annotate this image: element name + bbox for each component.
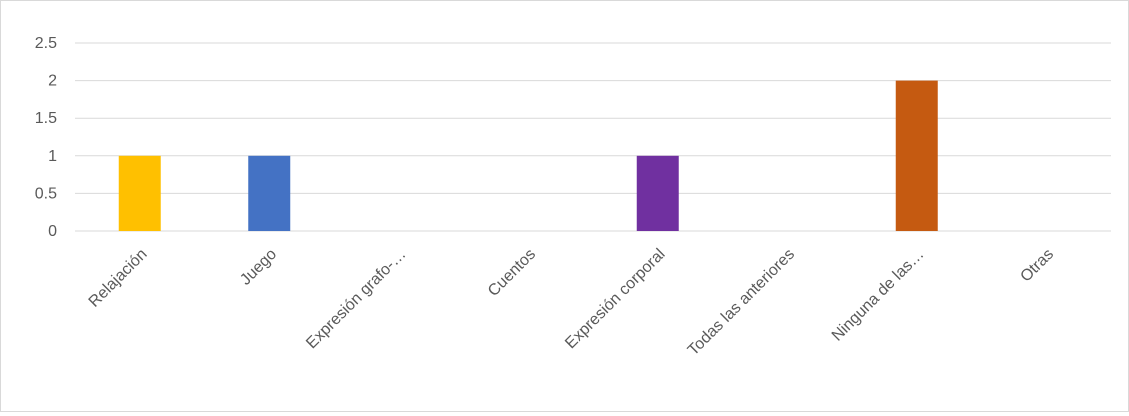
bar — [636, 155, 679, 231]
bar — [895, 80, 938, 231]
y-tick-label: 2.5 — [35, 35, 57, 52]
y-tick-label: 1.5 — [35, 110, 57, 127]
y-tick-label: 1 — [48, 148, 57, 165]
x-tick-label: Todas las anteriores — [685, 246, 798, 359]
x-axis-ticks: Relajación Juego Expresión grafo-… Cuentos E… — [86, 246, 1057, 359]
x-tick-label: Juego — [237, 246, 280, 289]
y-tick-label: 0 — [48, 223, 57, 240]
bar — [118, 155, 161, 231]
x-tick-label: Otras — [1017, 246, 1057, 286]
x-tick-label: Cuentos — [485, 246, 539, 300]
bar — [248, 155, 291, 231]
x-tick-label: Expresión grafo-… — [303, 246, 409, 352]
gridlines — [75, 42, 1111, 232]
y-axis-ticks: 0 0.5 1 1.5 2 2.5 — [35, 35, 57, 240]
x-tick-label: Ninguna de las… — [829, 246, 928, 345]
x-tick-label: Relajación — [86, 246, 151, 311]
bars — [118, 80, 938, 231]
y-tick-label: 0.5 — [35, 185, 57, 202]
y-tick-label: 2 — [48, 73, 57, 90]
x-tick-label: Expresión corporal — [562, 246, 668, 352]
